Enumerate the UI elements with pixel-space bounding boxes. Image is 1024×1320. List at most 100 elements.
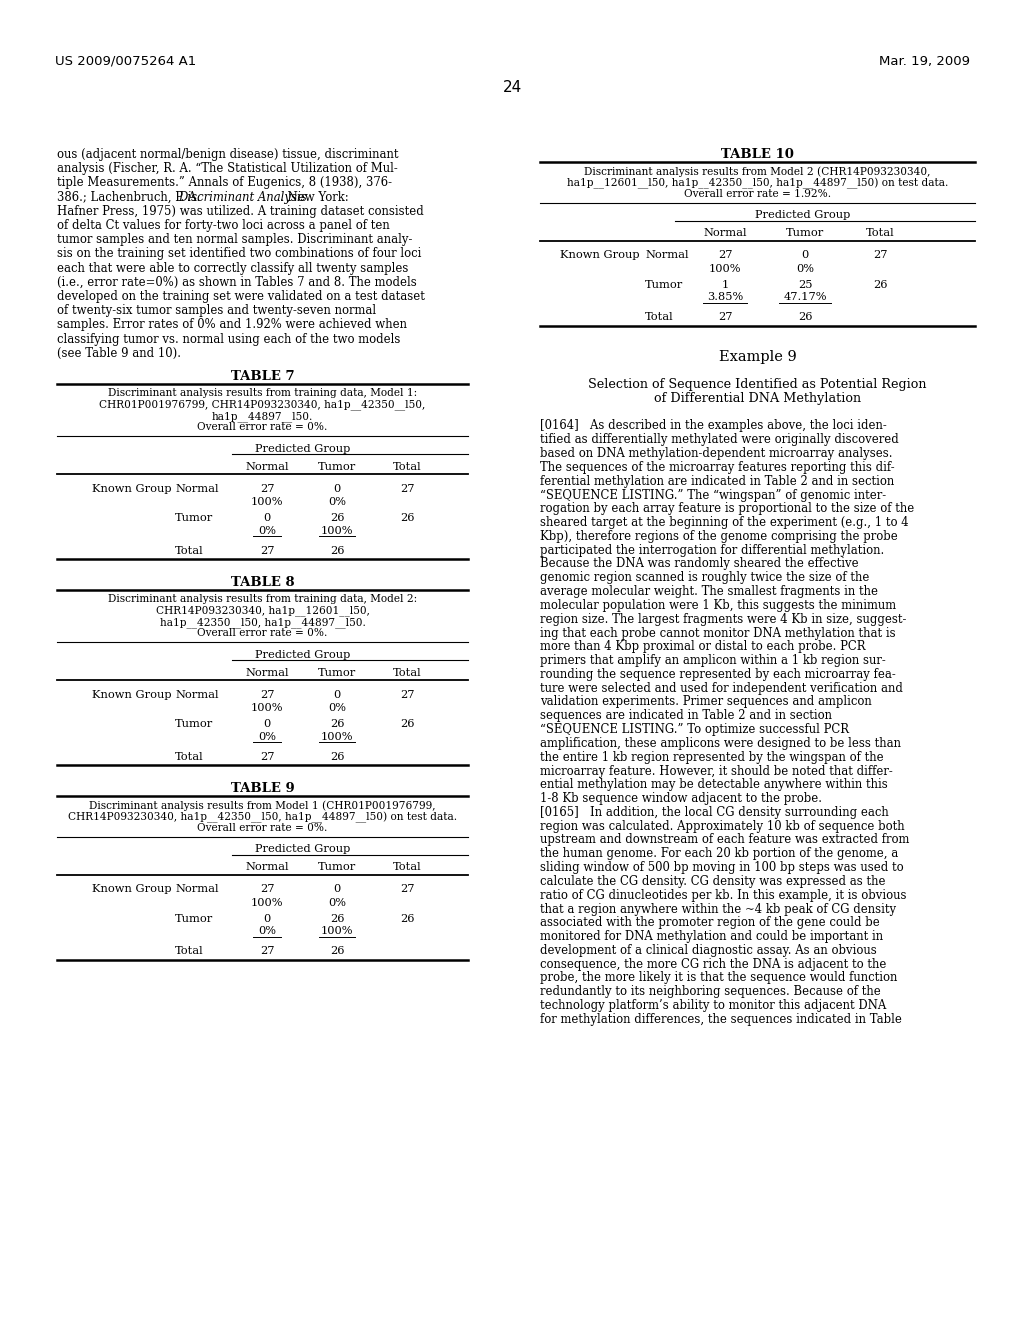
- Text: 27: 27: [260, 946, 274, 957]
- Text: 27: 27: [260, 546, 274, 556]
- Text: Mar. 19, 2009: Mar. 19, 2009: [879, 55, 970, 69]
- Text: 26: 26: [798, 313, 812, 322]
- Text: more than 4 Kbp proximal or distal to each probe. PCR: more than 4 Kbp proximal or distal to ea…: [540, 640, 865, 653]
- Text: Total: Total: [865, 228, 894, 239]
- Text: Discriminant Analysis: Discriminant Analysis: [178, 190, 307, 203]
- Text: upstream and downstream of each feature was extracted from: upstream and downstream of each feature …: [540, 833, 909, 846]
- Text: 26: 26: [399, 719, 415, 729]
- Text: rounding the sequence represented by each microarray fea-: rounding the sequence represented by eac…: [540, 668, 896, 681]
- Text: 100%: 100%: [709, 264, 741, 273]
- Text: Tumor: Tumor: [785, 228, 824, 239]
- Text: 26: 26: [330, 752, 344, 762]
- Text: 27: 27: [399, 884, 415, 895]
- Text: analysis (Fischer, R. A. “The Statistical Utilization of Mul-: analysis (Fischer, R. A. “The Statistica…: [57, 162, 397, 176]
- Text: ture were selected and used for independent verification and: ture were selected and used for independ…: [540, 681, 903, 694]
- Text: ous (adjacent normal/benign disease) tissue, discriminant: ous (adjacent normal/benign disease) tis…: [57, 148, 398, 161]
- Text: 27: 27: [260, 884, 274, 895]
- Text: 0%: 0%: [328, 498, 346, 507]
- Text: Normal: Normal: [175, 690, 218, 700]
- Text: Discriminant analysis results from Model 1 (CHR01P001976799,: Discriminant analysis results from Model…: [89, 800, 436, 810]
- Text: 0%: 0%: [258, 525, 276, 536]
- Text: Tumor: Tumor: [645, 280, 683, 289]
- Text: CHR14P093230340, ha1p__12601__l50,: CHR14P093230340, ha1p__12601__l50,: [156, 606, 370, 616]
- Text: 27: 27: [260, 484, 274, 494]
- Text: tified as differentially methylated were originally discovered: tified as differentially methylated were…: [540, 433, 899, 446]
- Text: 100%: 100%: [251, 898, 284, 908]
- Text: 0: 0: [263, 913, 270, 924]
- Text: sis on the training set identified two combinations of four loci: sis on the training set identified two c…: [57, 247, 421, 260]
- Text: TABLE 9: TABLE 9: [230, 781, 294, 795]
- Text: Total: Total: [645, 313, 674, 322]
- Text: 100%: 100%: [321, 733, 353, 742]
- Text: of Differential DNA Methylation: of Differential DNA Methylation: [654, 392, 861, 405]
- Text: Overall error rate = 0%.: Overall error rate = 0%.: [198, 628, 328, 639]
- Text: CHR01P001976799, CHR14P093230340, ha1p__42350__l50,: CHR01P001976799, CHR14P093230340, ha1p__…: [99, 400, 426, 411]
- Text: 27: 27: [260, 690, 274, 700]
- Text: Known Group: Known Group: [560, 251, 640, 260]
- Text: Tumor: Tumor: [317, 862, 356, 873]
- Text: genomic region scanned is roughly twice the size of the: genomic region scanned is roughly twice …: [540, 572, 869, 585]
- Text: 0: 0: [334, 484, 341, 494]
- Text: 0%: 0%: [258, 927, 276, 936]
- Text: probe, the more likely it is that the sequence would function: probe, the more likely it is that the se…: [540, 972, 897, 985]
- Text: sequences are indicated in Table 2 and in section: sequences are indicated in Table 2 and i…: [540, 709, 831, 722]
- Text: 0: 0: [263, 719, 270, 729]
- Text: Tumor: Tumor: [175, 513, 213, 523]
- Text: 26: 26: [872, 280, 887, 289]
- Text: 1-8 Kb sequence window adjacent to the probe.: 1-8 Kb sequence window adjacent to the p…: [540, 792, 822, 805]
- Text: monitored for DNA methylation and could be important in: monitored for DNA methylation and could …: [540, 931, 883, 942]
- Text: participated the interrogation for differential methylation.: participated the interrogation for diffe…: [540, 544, 885, 557]
- Text: “SEQUENCE LISTING.” The “wingspan” of genomic inter-: “SEQUENCE LISTING.” The “wingspan” of ge…: [540, 488, 886, 502]
- Text: Because the DNA was randomly sheared the effective: Because the DNA was randomly sheared the…: [540, 557, 859, 570]
- Text: microarray feature. However, it should be noted that differ-: microarray feature. However, it should b…: [540, 764, 893, 777]
- Text: 26: 26: [330, 946, 344, 957]
- Text: ing that each probe cannot monitor DNA methylation that is: ing that each probe cannot monitor DNA m…: [540, 627, 896, 639]
- Text: “SEQUENCE LISTING.” To optimize successful PCR: “SEQUENCE LISTING.” To optimize successf…: [540, 723, 849, 737]
- Text: development of a clinical diagnostic assay. As an obvious: development of a clinical diagnostic ass…: [540, 944, 877, 957]
- Text: ha1p__12601__l50, ha1p__42350__l50, ha1p__44897__l50) on test data.: ha1p__12601__l50, ha1p__42350__l50, ha1p…: [567, 177, 948, 189]
- Text: 386.; Lachenbruch, P. A.: 386.; Lachenbruch, P. A.: [57, 190, 204, 203]
- Text: 25: 25: [798, 280, 812, 289]
- Text: 0%: 0%: [328, 704, 346, 713]
- Text: Normal: Normal: [175, 884, 218, 895]
- Text: Tumor: Tumor: [175, 913, 213, 924]
- Text: 3.85%: 3.85%: [707, 293, 743, 302]
- Text: tumor samples and ten normal samples. Discriminant analy-: tumor samples and ten normal samples. Di…: [57, 234, 413, 247]
- Text: Known Group: Known Group: [92, 884, 172, 895]
- Text: (see Table 9 and 10).: (see Table 9 and 10).: [57, 347, 181, 360]
- Text: 24: 24: [503, 81, 521, 95]
- Text: validation experiments. Primer sequences and amplicon: validation experiments. Primer sequences…: [540, 696, 871, 709]
- Text: Total: Total: [175, 946, 204, 957]
- Text: Known Group: Known Group: [92, 690, 172, 700]
- Text: redundantly to its neighboring sequences. Because of the: redundantly to its neighboring sequences…: [540, 985, 881, 998]
- Text: 100%: 100%: [251, 704, 284, 713]
- Text: Normal: Normal: [246, 668, 289, 678]
- Text: Tumor: Tumor: [175, 719, 213, 729]
- Text: classifying tumor vs. normal using each of the two models: classifying tumor vs. normal using each …: [57, 333, 400, 346]
- Text: developed on the training set were validated on a test dataset: developed on the training set were valid…: [57, 290, 425, 304]
- Text: tiple Measurements.” Annals of Eugenics, 8 (1938), 376-: tiple Measurements.” Annals of Eugenics,…: [57, 177, 392, 189]
- Text: Total: Total: [392, 668, 421, 678]
- Text: Kbp), therefore regions of the genome comprising the probe: Kbp), therefore regions of the genome co…: [540, 529, 898, 543]
- Text: 27: 27: [718, 251, 732, 260]
- Text: 0: 0: [334, 884, 341, 895]
- Text: consequence, the more CG rich the DNA is adjacent to the: consequence, the more CG rich the DNA is…: [540, 958, 887, 970]
- Text: Tumor: Tumor: [317, 462, 356, 473]
- Text: rogation by each array feature is proportional to the size of the: rogation by each array feature is propor…: [540, 503, 914, 515]
- Text: 26: 26: [330, 513, 344, 523]
- Text: Normal: Normal: [703, 228, 746, 239]
- Text: region was calculated. Approximately 10 kb of sequence both: region was calculated. Approximately 10 …: [540, 820, 904, 833]
- Text: 27: 27: [399, 690, 415, 700]
- Text: of twenty-six tumor samples and twenty-seven normal: of twenty-six tumor samples and twenty-s…: [57, 304, 376, 317]
- Text: for methylation differences, the sequences indicated in Table: for methylation differences, the sequenc…: [540, 1012, 902, 1026]
- Text: TABLE 10: TABLE 10: [721, 148, 794, 161]
- Text: 0: 0: [334, 690, 341, 700]
- Text: ential methylation may be detectable anywhere within this: ential methylation may be detectable any…: [540, 779, 888, 791]
- Text: Discriminant analysis results from training data, Model 2:: Discriminant analysis results from train…: [108, 594, 417, 605]
- Text: 0: 0: [263, 513, 270, 523]
- Text: [0165]   In addition, the local CG density surrounding each: [0165] In addition, the local CG density…: [540, 807, 889, 818]
- Text: Known Group: Known Group: [92, 484, 172, 494]
- Text: Total: Total: [175, 546, 204, 556]
- Text: CHR14P093230340, ha1p__42350__l50, ha1p__44897__l50) on test data.: CHR14P093230340, ha1p__42350__l50, ha1p_…: [68, 812, 457, 822]
- Text: 100%: 100%: [321, 525, 353, 536]
